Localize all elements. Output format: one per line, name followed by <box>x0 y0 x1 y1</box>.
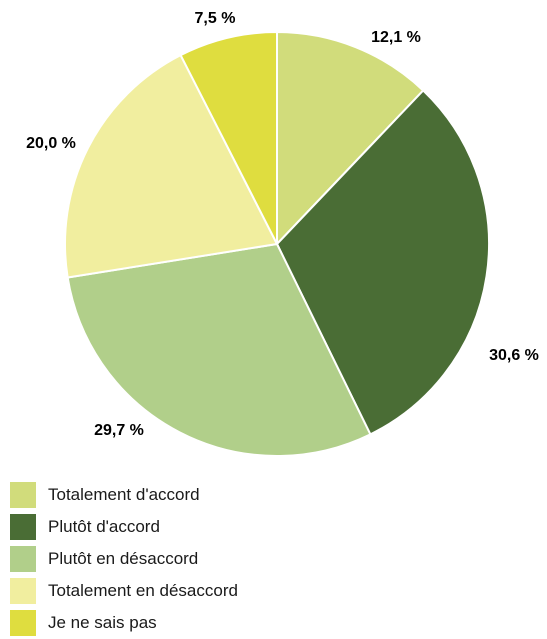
pie-slice-5 <box>179 31 278 245</box>
pie-slice-3 <box>66 243 372 457</box>
legend-label: Totalement d'accord <box>48 485 200 504</box>
chart-legend: Totalement d'accord Plutôt d'accord Plutôt… <box>10 479 238 639</box>
slice-value-label-5: 7,5 % <box>195 10 236 27</box>
legend-swatch <box>10 546 36 572</box>
legend-item-4: Totalement en désaccord <box>10 575 238 607</box>
legend-swatch <box>10 482 36 508</box>
pie-slices <box>64 31 490 457</box>
legend-swatch <box>10 514 36 540</box>
legend-swatch <box>10 578 36 604</box>
pie-value-labels: 12,1 % 30,6 % 29,7 % 20,0 % 7,5 % <box>26 10 539 439</box>
pie-slice-2 <box>276 89 490 436</box>
legend-label: Totalement en désaccord <box>48 581 238 600</box>
legend-label: Plutôt en désaccord <box>48 549 199 568</box>
legend-label: Je ne sais pas <box>48 613 157 632</box>
legend-label: Plutôt d'accord <box>48 517 160 536</box>
legend-item-2: Plutôt d'accord <box>10 511 238 543</box>
legend-item-1: Totalement d'accord <box>10 479 238 511</box>
legend-swatch <box>10 610 36 636</box>
pie-slice-4 <box>64 54 278 279</box>
slice-value-label-3: 29,7 % <box>94 422 144 439</box>
legend-item-5: Je ne sais pas <box>10 607 238 639</box>
slice-value-label-4: 20,0 % <box>26 135 76 152</box>
slice-value-label-1: 12,1 % <box>371 29 421 46</box>
legend-item-3: Plutôt en désaccord <box>10 543 238 575</box>
slice-value-label-2: 30,6 % <box>489 347 539 364</box>
pie-slice-1 <box>276 31 425 245</box>
